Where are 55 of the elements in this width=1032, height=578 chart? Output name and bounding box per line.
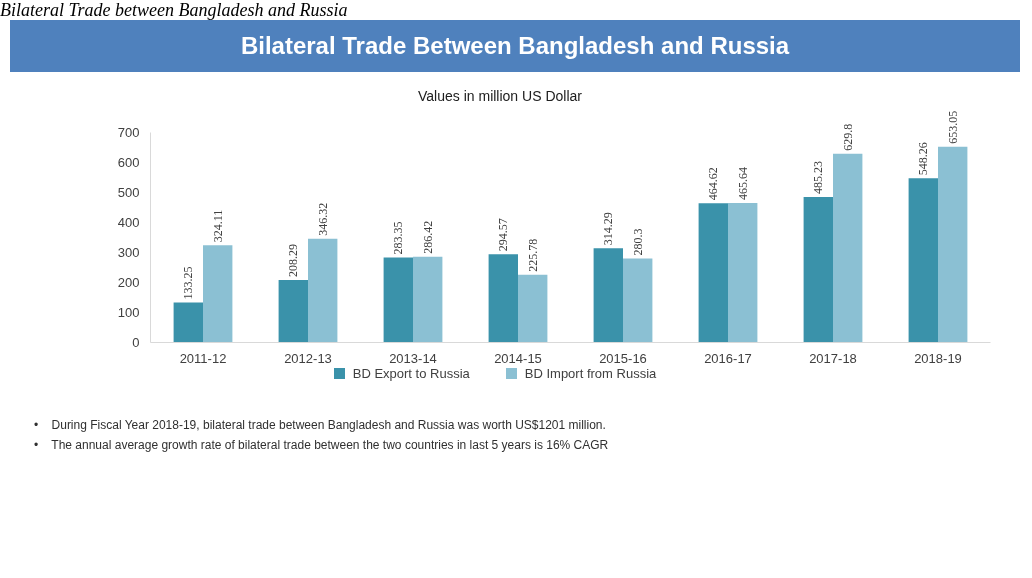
data-label: 324.11 bbox=[210, 209, 225, 243]
chart-title: Bilateral Trade Between Bangladesh and Russia bbox=[10, 20, 1020, 72]
text: Bilateral Trade between Bangladesh and Russia bbox=[0, 0, 348, 20]
data-label: 464.62 bbox=[706, 167, 721, 201]
y-tick-label: 300 bbox=[117, 245, 140, 261]
x-tick-label: 2011-12 bbox=[179, 350, 227, 366]
bar bbox=[488, 254, 518, 343]
x-tick-label: 2017-18 bbox=[809, 350, 857, 366]
data-label: 629.8 bbox=[840, 123, 855, 151]
data-label: 548.26 bbox=[916, 142, 931, 176]
bar bbox=[803, 197, 833, 343]
bar bbox=[833, 153, 863, 343]
bar bbox=[278, 280, 308, 343]
bar bbox=[413, 256, 443, 343]
x-tick-label: 2012-13 bbox=[284, 350, 332, 366]
data-label: 208.29 bbox=[286, 244, 301, 278]
chart-subtitle: Values in million US Dollar bbox=[417, 87, 583, 106]
y-tick-label: 0 bbox=[132, 335, 140, 350]
y-tick-label: 400 bbox=[117, 215, 140, 231]
legend-label: BD Import from Russia bbox=[523, 365, 657, 383]
data-label: 653.05 bbox=[945, 110, 960, 144]
text: • The annual average growth rate of bilateral trade between the two countries in last 5 years is 16% CAGR bbox=[34, 437, 609, 454]
data-label: 294.57 bbox=[496, 218, 511, 252]
bar bbox=[908, 178, 938, 343]
x-tick-label: 2016-17 bbox=[704, 350, 752, 366]
data-label: 225.78 bbox=[525, 238, 540, 272]
data-label: 314.29 bbox=[601, 212, 616, 246]
x-tick-label: 2013-14 bbox=[389, 350, 437, 366]
text: • During Fiscal Year 2018-19, bilateral trade between Bangladesh and Russia was worth US$1201 million. bbox=[34, 417, 607, 434]
bar bbox=[518, 274, 548, 343]
bar bbox=[203, 245, 233, 343]
bar bbox=[728, 202, 758, 343]
bar bbox=[623, 258, 653, 343]
x-tick-label: 2014-15 bbox=[494, 350, 542, 366]
data-label: 286.42 bbox=[420, 220, 435, 254]
bar bbox=[173, 302, 203, 343]
y-tick-label: 100 bbox=[117, 305, 140, 321]
bar bbox=[698, 203, 728, 343]
y-tick-label: 600 bbox=[117, 155, 140, 171]
bar bbox=[383, 257, 413, 343]
data-label: 346.32 bbox=[315, 202, 330, 236]
bar bbox=[938, 146, 968, 343]
data-label: 283.35 bbox=[391, 221, 406, 255]
bar bbox=[308, 238, 338, 343]
data-label: 465.64 bbox=[735, 166, 750, 200]
y-tick-label: 700 bbox=[117, 125, 140, 141]
y-tick-label: 200 bbox=[117, 275, 140, 291]
x-tick-label: 2015-16 bbox=[599, 350, 647, 366]
data-label: 133.25 bbox=[181, 266, 196, 300]
legend-label: BD Export to Russia bbox=[351, 365, 470, 383]
data-label: 485.23 bbox=[811, 161, 826, 195]
x-tick-label: 2018-19 bbox=[914, 350, 962, 366]
y-tick-label: 500 bbox=[117, 185, 140, 201]
bar bbox=[593, 248, 623, 343]
data-label: 280.3 bbox=[630, 228, 645, 256]
